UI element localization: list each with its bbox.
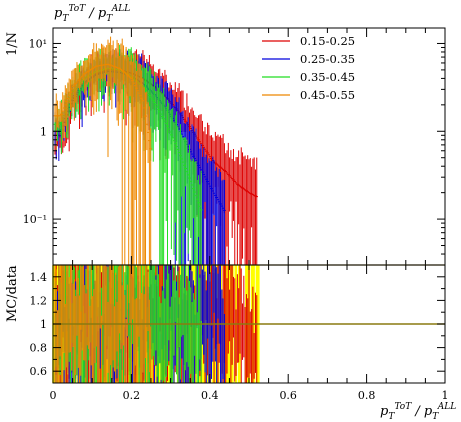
- y-tick-label: 0.6: [30, 365, 48, 378]
- y-tick-label: 10¹: [29, 37, 47, 50]
- legend-label: 0.25-0.35: [300, 52, 355, 66]
- y-tick-label: 1.4: [30, 271, 48, 284]
- main-panel: 10⁻¹ 1 10¹ 0.15-0.25 0.25-0.35 0.35-0.45 0.45-…: [23, 27, 446, 266]
- legend-label: 0.15-0.25: [300, 34, 355, 48]
- y-tick-label: 1: [40, 318, 47, 331]
- series-0.45-0.55: [53, 36, 152, 265]
- x-axis-label: pTToT / pTALL: [380, 402, 456, 422]
- ratio-panel: 0 0.2 0.4 0.6 0.8 1 0.6 0.8 1 1.2 1.4: [30, 264, 449, 402]
- x-tick-label: 0: [50, 389, 57, 402]
- ratio-y-axis-label: MC/data: [5, 265, 20, 322]
- main-y-axis-label: 1/N: [5, 32, 20, 56]
- chart-title-label: pTToT / pTALL: [54, 4, 130, 24]
- x-tick-label: 0.4: [201, 389, 219, 402]
- x-tick-label: 0.6: [279, 389, 297, 402]
- y-tick-label: 0.8: [30, 342, 48, 355]
- legend-label: 0.45-0.55: [300, 88, 355, 102]
- y-tick-label: 1.2: [30, 294, 48, 307]
- legend: 0.15-0.25 0.25-0.35 0.35-0.45 0.45-0.55: [262, 34, 355, 102]
- legend-label: 0.35-0.45: [300, 70, 355, 84]
- y-tick-label: 1: [40, 125, 47, 138]
- x-tick-label: 1: [442, 389, 449, 402]
- x-tick-label: 0.2: [123, 389, 141, 402]
- y-tick-label: 10⁻¹: [23, 213, 47, 226]
- x-tick-label: 0.8: [358, 389, 376, 402]
